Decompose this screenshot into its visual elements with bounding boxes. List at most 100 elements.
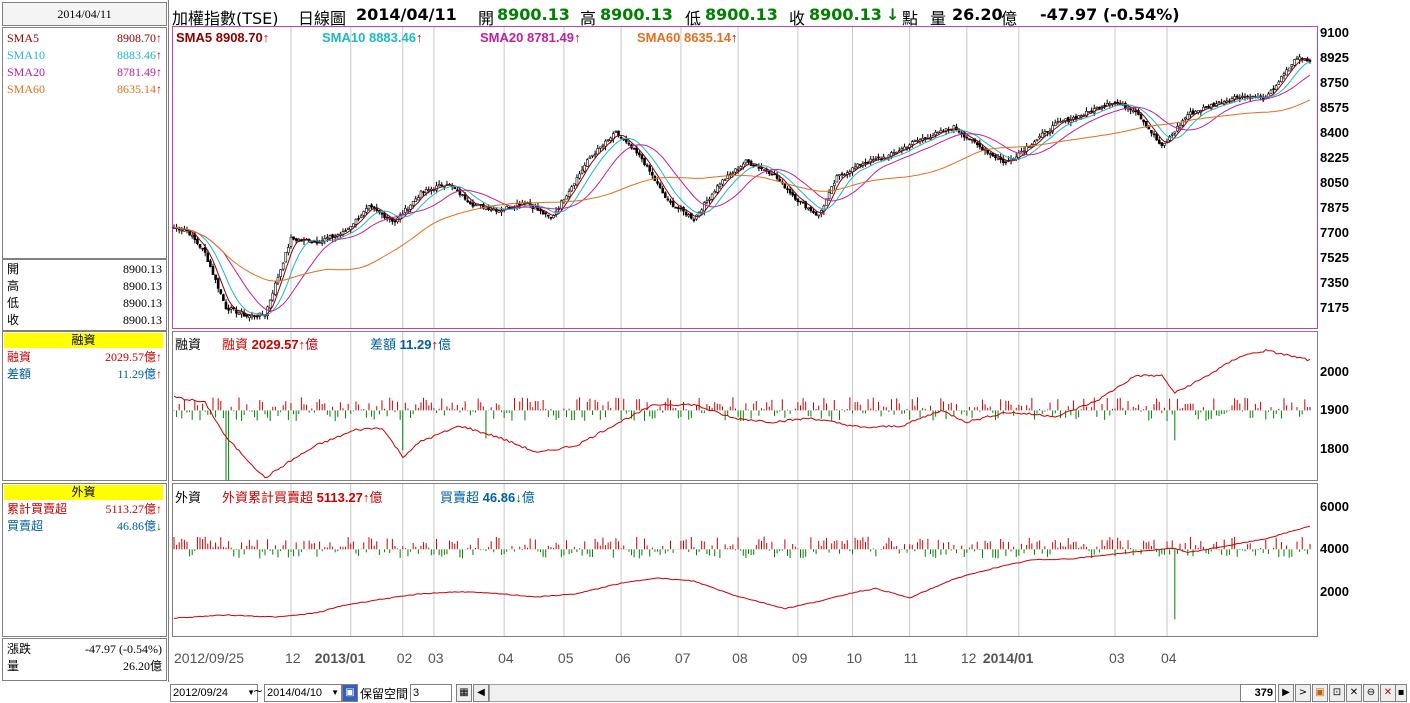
candle-body	[1173, 131, 1177, 134]
end-date-select[interactable]: 2014/04/10 ▼	[264, 684, 342, 702]
candle-body	[489, 209, 493, 211]
candle-body	[183, 229, 186, 232]
arrow-up-icon: ↑	[156, 82, 162, 96]
candle-body	[658, 183, 662, 188]
header-vol-label: 量	[930, 9, 947, 28]
candle-body	[248, 315, 251, 319]
candle-body	[830, 186, 833, 194]
candle-body	[601, 144, 605, 147]
candle-body	[1168, 136, 1171, 141]
candle-body	[640, 154, 644, 160]
close-icon[interactable]: ✕	[1380, 684, 1396, 702]
sma5-value: 8908.70	[117, 31, 156, 45]
header-open-label: 開	[478, 9, 495, 28]
candle-body	[1033, 141, 1036, 145]
sma10-value: 8883.46	[117, 48, 156, 62]
candle-body	[1269, 89, 1273, 95]
x-tick-label: 2013/01	[314, 650, 366, 666]
candle-body	[419, 190, 423, 199]
candle-body	[487, 205, 490, 210]
settings-icon[interactable]: ▪	[1395, 684, 1407, 702]
candle-body	[700, 209, 704, 213]
fit-icon[interactable]: ⊡	[1329, 684, 1345, 702]
candle-body	[645, 164, 649, 167]
candle-body	[370, 204, 373, 208]
candle-body	[869, 158, 872, 162]
candle-body	[936, 131, 940, 134]
candle-body	[968, 138, 971, 141]
candle-body	[1285, 69, 1288, 76]
y-tick-main: 8925	[1320, 49, 1349, 65]
candle-body	[809, 206, 813, 212]
candle-body	[466, 200, 470, 203]
start-date-select[interactable]: 2012/09/24 ▼	[170, 684, 258, 702]
candle-body	[575, 177, 579, 186]
candle-body	[224, 301, 228, 310]
search-icon[interactable]: ▣	[342, 684, 358, 702]
candle-body	[604, 140, 607, 147]
candle-body	[661, 187, 665, 194]
candle-body	[1233, 96, 1236, 100]
y-tick-main: 8050	[1320, 175, 1349, 190]
margin-diff-value: 11.29億	[117, 367, 156, 381]
candle-body	[422, 191, 425, 194]
reserve-space-input[interactable]: 3	[410, 684, 452, 702]
candle-body	[411, 200, 415, 206]
candle-body	[1207, 105, 1210, 108]
candle-body	[331, 234, 334, 238]
expand-icon[interactable]: ✕	[1346, 684, 1362, 702]
sidebar-sma20: SMA20 8781.49↑	[7, 64, 162, 81]
candle-body	[703, 202, 706, 212]
scroll-right-icon[interactable]: ▶	[1278, 684, 1294, 702]
candle-body	[731, 172, 735, 174]
candle-body	[453, 187, 457, 190]
sma10-line	[173, 61, 1311, 316]
candle-body	[300, 239, 303, 242]
candle-body	[957, 130, 961, 133]
candle-body	[437, 184, 441, 187]
arrow-up-icon: ↑	[573, 30, 581, 45]
candle-body	[814, 212, 818, 216]
change-value: -47.97 (-0.54%)	[85, 642, 162, 656]
candle-body	[791, 192, 794, 196]
candle-body	[1186, 114, 1190, 120]
candle-body	[923, 137, 927, 139]
candle-body	[736, 168, 740, 171]
candle-body	[1040, 132, 1044, 138]
foreign-box: 外資 累計買賣超 5113.27億↑ 買賣超 46.86億↓	[2, 483, 167, 637]
candle-body	[206, 252, 210, 262]
candle-body	[279, 269, 282, 277]
candle-body	[793, 194, 797, 200]
candle-body	[383, 213, 386, 219]
scroll-left-icon[interactable]: ◀	[473, 684, 489, 702]
bar-count: 379	[1240, 684, 1276, 702]
candle-body	[708, 198, 711, 201]
scrollbar-track[interactable]	[489, 684, 1241, 702]
candle-body	[1090, 110, 1093, 113]
legend-sma60: SMA60 8635.14↑	[637, 30, 738, 45]
candle-body	[1298, 56, 1301, 60]
candle-body	[222, 294, 225, 301]
period-label: 日線圖	[298, 9, 347, 28]
candle-body	[851, 167, 854, 173]
candle-body	[591, 154, 594, 157]
chevron-right-icon[interactable]: >	[1295, 684, 1311, 702]
low-value: 8900.13	[123, 296, 162, 310]
zoom-out-icon[interactable]: ⊖	[1363, 684, 1379, 702]
candle-body	[209, 260, 212, 267]
candle-body	[767, 170, 771, 175]
info-sidebar: 2014/04/11 SMA5 8908.70↑ SMA10 8883.46↑ SM…	[0, 0, 169, 682]
x-tick-label: 08	[732, 650, 748, 666]
candle-body	[237, 312, 241, 315]
grid-icon[interactable]: ▦	[456, 684, 472, 702]
candle-body	[723, 179, 727, 181]
sma5-line	[173, 58, 1311, 317]
candle-body	[734, 168, 737, 173]
candle-body	[804, 201, 807, 209]
y-tick-foreign: 6000	[1320, 498, 1349, 514]
sma10-label: SMA10	[7, 48, 46, 62]
candle-body	[1287, 67, 1291, 72]
y-tick-foreign: 2000	[1320, 583, 1349, 599]
candle-body	[440, 184, 444, 187]
calendar-icon[interactable]: ▣	[1312, 684, 1328, 702]
